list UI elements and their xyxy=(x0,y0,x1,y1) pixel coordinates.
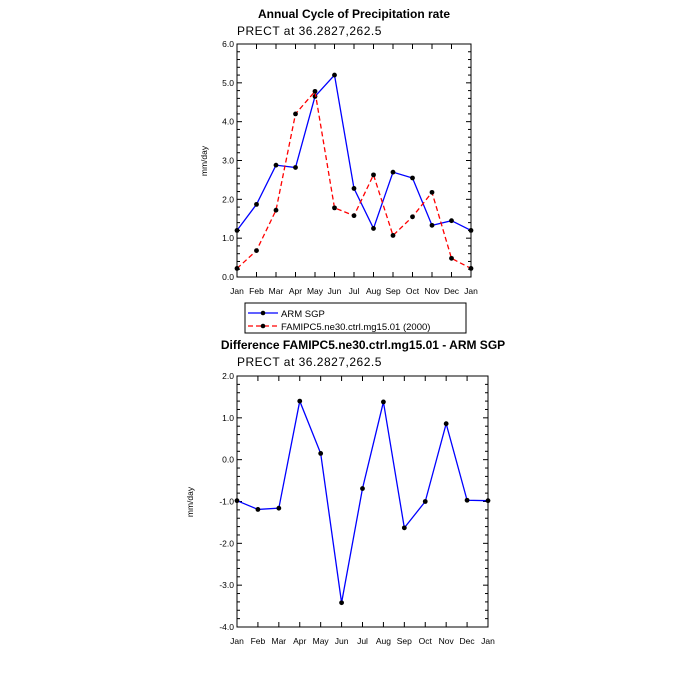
chart2-ytick-label: 1.0 xyxy=(222,413,234,423)
chart1-xtick-label: Nov xyxy=(424,286,440,296)
legend-label-arm: ARM SGP xyxy=(281,309,325,320)
chart1-series-0-point xyxy=(371,226,376,231)
chart1-xtick-label: Dec xyxy=(444,286,460,296)
chart1-series-0-point xyxy=(390,169,396,175)
chart2-series-0-point xyxy=(339,600,344,606)
chart1-ylabel: mm/day xyxy=(199,145,209,176)
chart1-series-1-point xyxy=(332,205,337,211)
chart2-frame xyxy=(236,375,489,628)
chart1-series-0-point xyxy=(293,165,298,170)
chart1-series-1-line xyxy=(236,89,472,270)
chart1-series-1-point xyxy=(254,248,259,253)
chart2-xtick-label: Nov xyxy=(439,636,455,646)
chart1-title: Annual Cycle of Precipitation rate xyxy=(258,7,450,21)
chart1-xtick-label: Oct xyxy=(406,286,420,296)
chart1-legend: ARM SGP FAMIPC5.ne30.ctrl.mg15.01 (2000) xyxy=(244,302,467,334)
chart1-ytick-label: 3.0 xyxy=(222,156,234,166)
chart1-series-0-point xyxy=(273,162,279,168)
chart1-series-1-point xyxy=(351,213,357,219)
chart1-ytick-label: 0.0 xyxy=(222,272,234,282)
chart1-series-1-point xyxy=(312,88,318,94)
chart2-xtick-label: Jun xyxy=(335,636,349,646)
chart1-subtitle: PRECT at 36.2827,262.5 xyxy=(237,24,382,38)
chart2-series-0-point xyxy=(234,498,240,504)
chart1-series-1-point xyxy=(468,266,474,271)
chart2-xtick-label: Jan xyxy=(481,636,495,646)
chart2-xtick-label: May xyxy=(313,636,330,646)
chart1-series-0-point xyxy=(429,222,435,228)
chart1-series-1-point xyxy=(371,172,376,178)
chart2-ytick-label: -1.0 xyxy=(219,497,234,507)
chart1-series-1-point xyxy=(273,207,279,213)
chart2-ytick-label: 0.0 xyxy=(222,455,234,465)
chart1-xtick-label: Jan xyxy=(230,286,244,296)
chart2-series-0-point xyxy=(360,486,365,491)
legend-marker-model xyxy=(260,323,266,329)
chart1-ytick-label: 6.0 xyxy=(222,39,234,49)
chart2-xtick-label: Aug xyxy=(376,636,391,646)
chart2-xtick-label: Feb xyxy=(251,636,266,646)
chart2-xtick-label: Apr xyxy=(293,636,306,646)
chart2-series-0-point xyxy=(485,498,491,504)
chart2-ytick-label: -2.0 xyxy=(219,538,234,548)
chart1-ytick-label: 2.0 xyxy=(222,194,234,204)
chart1-series-1-point xyxy=(234,266,240,271)
chart2-series-0-line xyxy=(236,398,489,603)
chart1-series-1-point xyxy=(429,189,435,195)
chart1-xtick-label: Jan xyxy=(464,286,478,296)
chart2-ytick-label: 2.0 xyxy=(222,371,234,381)
chart2-subtitle: PRECT at 36.2827,262.5 xyxy=(237,355,382,369)
chart1-series-0-point xyxy=(332,72,337,78)
chart2-xtick-label: Oct xyxy=(419,636,433,646)
chart1-xtick-label: Feb xyxy=(249,286,264,296)
chart1-series-0-point xyxy=(234,228,240,233)
chart2-series-0-point xyxy=(422,499,428,504)
chart1-xtick-label: Mar xyxy=(269,286,284,296)
chart1-frame xyxy=(236,43,472,278)
chart2-xtick-label: Jan xyxy=(230,636,244,646)
chart1-xtick-label: Jun xyxy=(328,286,342,296)
chart1-xtick-label: Aug xyxy=(366,286,381,296)
chart2-ytick-label: -3.0 xyxy=(219,580,234,590)
chart1-series-0-point xyxy=(410,175,415,181)
chart2-series-0-point xyxy=(297,398,303,404)
chart2-xtick-label: Jul xyxy=(357,636,368,646)
chart1-xtick-label: Apr xyxy=(289,286,302,296)
chart1-series-0-point xyxy=(254,201,259,207)
chart2-ylabel: mm/day xyxy=(185,486,195,517)
chart2-plot: -4.0 -3.0 -2.0 -1.0 0.0 1.0 2.0 Jan Feb Mar Apr May… xyxy=(219,371,495,646)
chart1-series-1-point xyxy=(449,255,454,261)
chart2-xtick-label: Sep xyxy=(397,636,412,646)
chart1-xtick-label: Sep xyxy=(385,286,400,296)
chart2-ytick-label: -4.0 xyxy=(219,622,234,632)
chart1-series-0-point xyxy=(468,228,474,233)
chart1-ytick-label: 1.0 xyxy=(222,233,234,243)
chart1-series-1-point xyxy=(410,214,415,220)
chart2-xtick-label: Dec xyxy=(460,636,476,646)
chart2-series-0-point xyxy=(255,507,261,512)
chart1-series-1-point xyxy=(390,233,396,238)
chart1-xtick-label: May xyxy=(307,286,324,296)
chart2-xtick-label: Mar xyxy=(272,636,287,646)
chart1-xtick-label: Jul xyxy=(349,286,360,296)
legend-label-model: FAMIPC5.ne30.ctrl.mg15.01 (2000) xyxy=(281,322,430,333)
chart2-series-0-point xyxy=(381,399,386,405)
chart1-series-0-point xyxy=(449,218,454,224)
legend-box xyxy=(244,302,467,334)
chart1-series-0-point xyxy=(351,186,357,191)
chart2-series-0-point xyxy=(464,497,470,503)
chart1-ytick-label: 4.0 xyxy=(222,117,234,127)
chart2-series-0-point xyxy=(443,421,449,427)
chart2-series-0-point xyxy=(276,505,282,511)
chart1-series-1-point xyxy=(293,111,298,117)
legend-marker-arm xyxy=(260,310,266,316)
chart1-ytick-label: 5.0 xyxy=(222,78,234,88)
chart2-series-0-point xyxy=(401,525,407,531)
chart1-plot: 0.0 1.0 2.0 3.0 4.0 5.0 6.0 Jan Feb Mar Apr May Jun J… xyxy=(222,39,478,296)
chart2-series-0-point xyxy=(318,450,324,456)
chart2-title: Difference FAMIPC5.ne30.ctrl.mg15.01 - A… xyxy=(221,338,505,352)
